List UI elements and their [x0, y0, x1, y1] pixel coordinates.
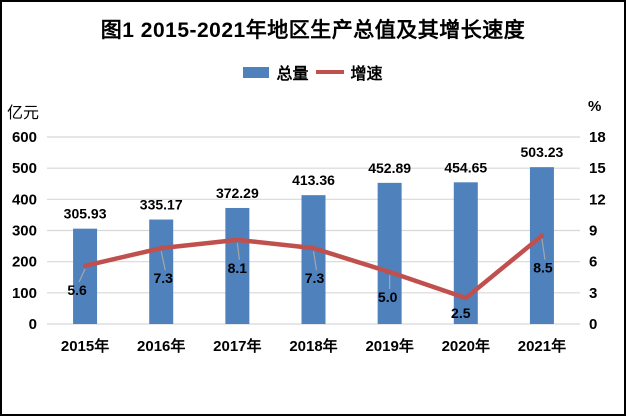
line-value-label: 5.0 [378, 289, 398, 305]
label-leader-line [236, 242, 240, 260]
growth-rate-line [82, 233, 545, 301]
line-value-label: 7.3 [305, 270, 325, 286]
bar-2015年 [73, 228, 98, 324]
left-axis-tick-label: 500 [12, 160, 37, 177]
x-axis-label: 2021年 [518, 337, 566, 355]
left-axis-tick-label: 400 [12, 191, 37, 208]
label-leader-line [541, 238, 546, 260]
bar-value-label: 372.29 [216, 185, 259, 201]
bar-value-label: 452.89 [368, 160, 411, 176]
x-axis-label: 2019年 [365, 337, 413, 355]
legend-bar-swatch [243, 66, 270, 78]
bar-2016年 [149, 219, 174, 324]
right-axis-tick-label: 9 [589, 223, 597, 240]
legend-line-swatch [315, 70, 344, 74]
line-value-label: 8.5 [533, 260, 553, 276]
left-axis-tick-label: 300 [12, 223, 37, 240]
line-value-label: 5.6 [67, 282, 87, 298]
right-axis-tick-label: 12 [589, 191, 606, 208]
line-value-label: 8.1 [228, 260, 248, 276]
left-axis-tick-label: 200 [12, 254, 37, 271]
bar-2018年 [301, 195, 326, 324]
bar-value-label: 503.23 [521, 144, 564, 160]
x-axis-label: 2018年 [289, 337, 337, 355]
line-value-label: 2.5 [451, 305, 471, 321]
right-axis-tick-label: 3 [589, 285, 597, 302]
label-leader-line [160, 251, 166, 271]
left-axis-tick-label: 0 [29, 316, 37, 333]
x-axis-label: 2020年 [442, 337, 490, 355]
bar-value-label: 335.17 [140, 197, 183, 213]
right-axis-tick-label: 15 [589, 160, 606, 177]
right-axis-unit-label: % [588, 98, 602, 115]
bar-2020年 [453, 182, 478, 324]
bar-value-label: 454.65 [444, 159, 487, 175]
bar-2021年 [529, 167, 554, 324]
x-axis-label: 2016年 [137, 337, 185, 355]
label-leader-line [78, 268, 86, 283]
bar-value-label: 413.36 [292, 172, 335, 188]
right-axis-tick-label: 0 [589, 316, 597, 333]
bar-2017年 [225, 207, 250, 324]
right-axis-tick-label: 6 [589, 254, 597, 271]
right-axis-tick-label: 18 [589, 129, 606, 146]
legend-bar-label: 总量 [276, 66, 309, 83]
x-axis-label: 2015年 [61, 337, 109, 355]
label-leader-line [312, 251, 318, 271]
left-axis-unit-label: 亿元 [7, 105, 40, 122]
line-value-label: 7.3 [153, 270, 173, 286]
bar-value-label: 305.93 [64, 206, 107, 222]
left-axis-tick-label: 600 [12, 129, 37, 146]
bar-2019年 [377, 182, 402, 324]
x-axis-label: 2017年 [213, 337, 261, 355]
left-axis-tick-label: 100 [12, 285, 37, 302]
legend: 总量 增速 [2, 60, 624, 84]
chart-title: 图1 2015-2021年地区生产总值及其增长速度 [100, 19, 526, 42]
legend-line-label: 增速 [350, 66, 383, 83]
